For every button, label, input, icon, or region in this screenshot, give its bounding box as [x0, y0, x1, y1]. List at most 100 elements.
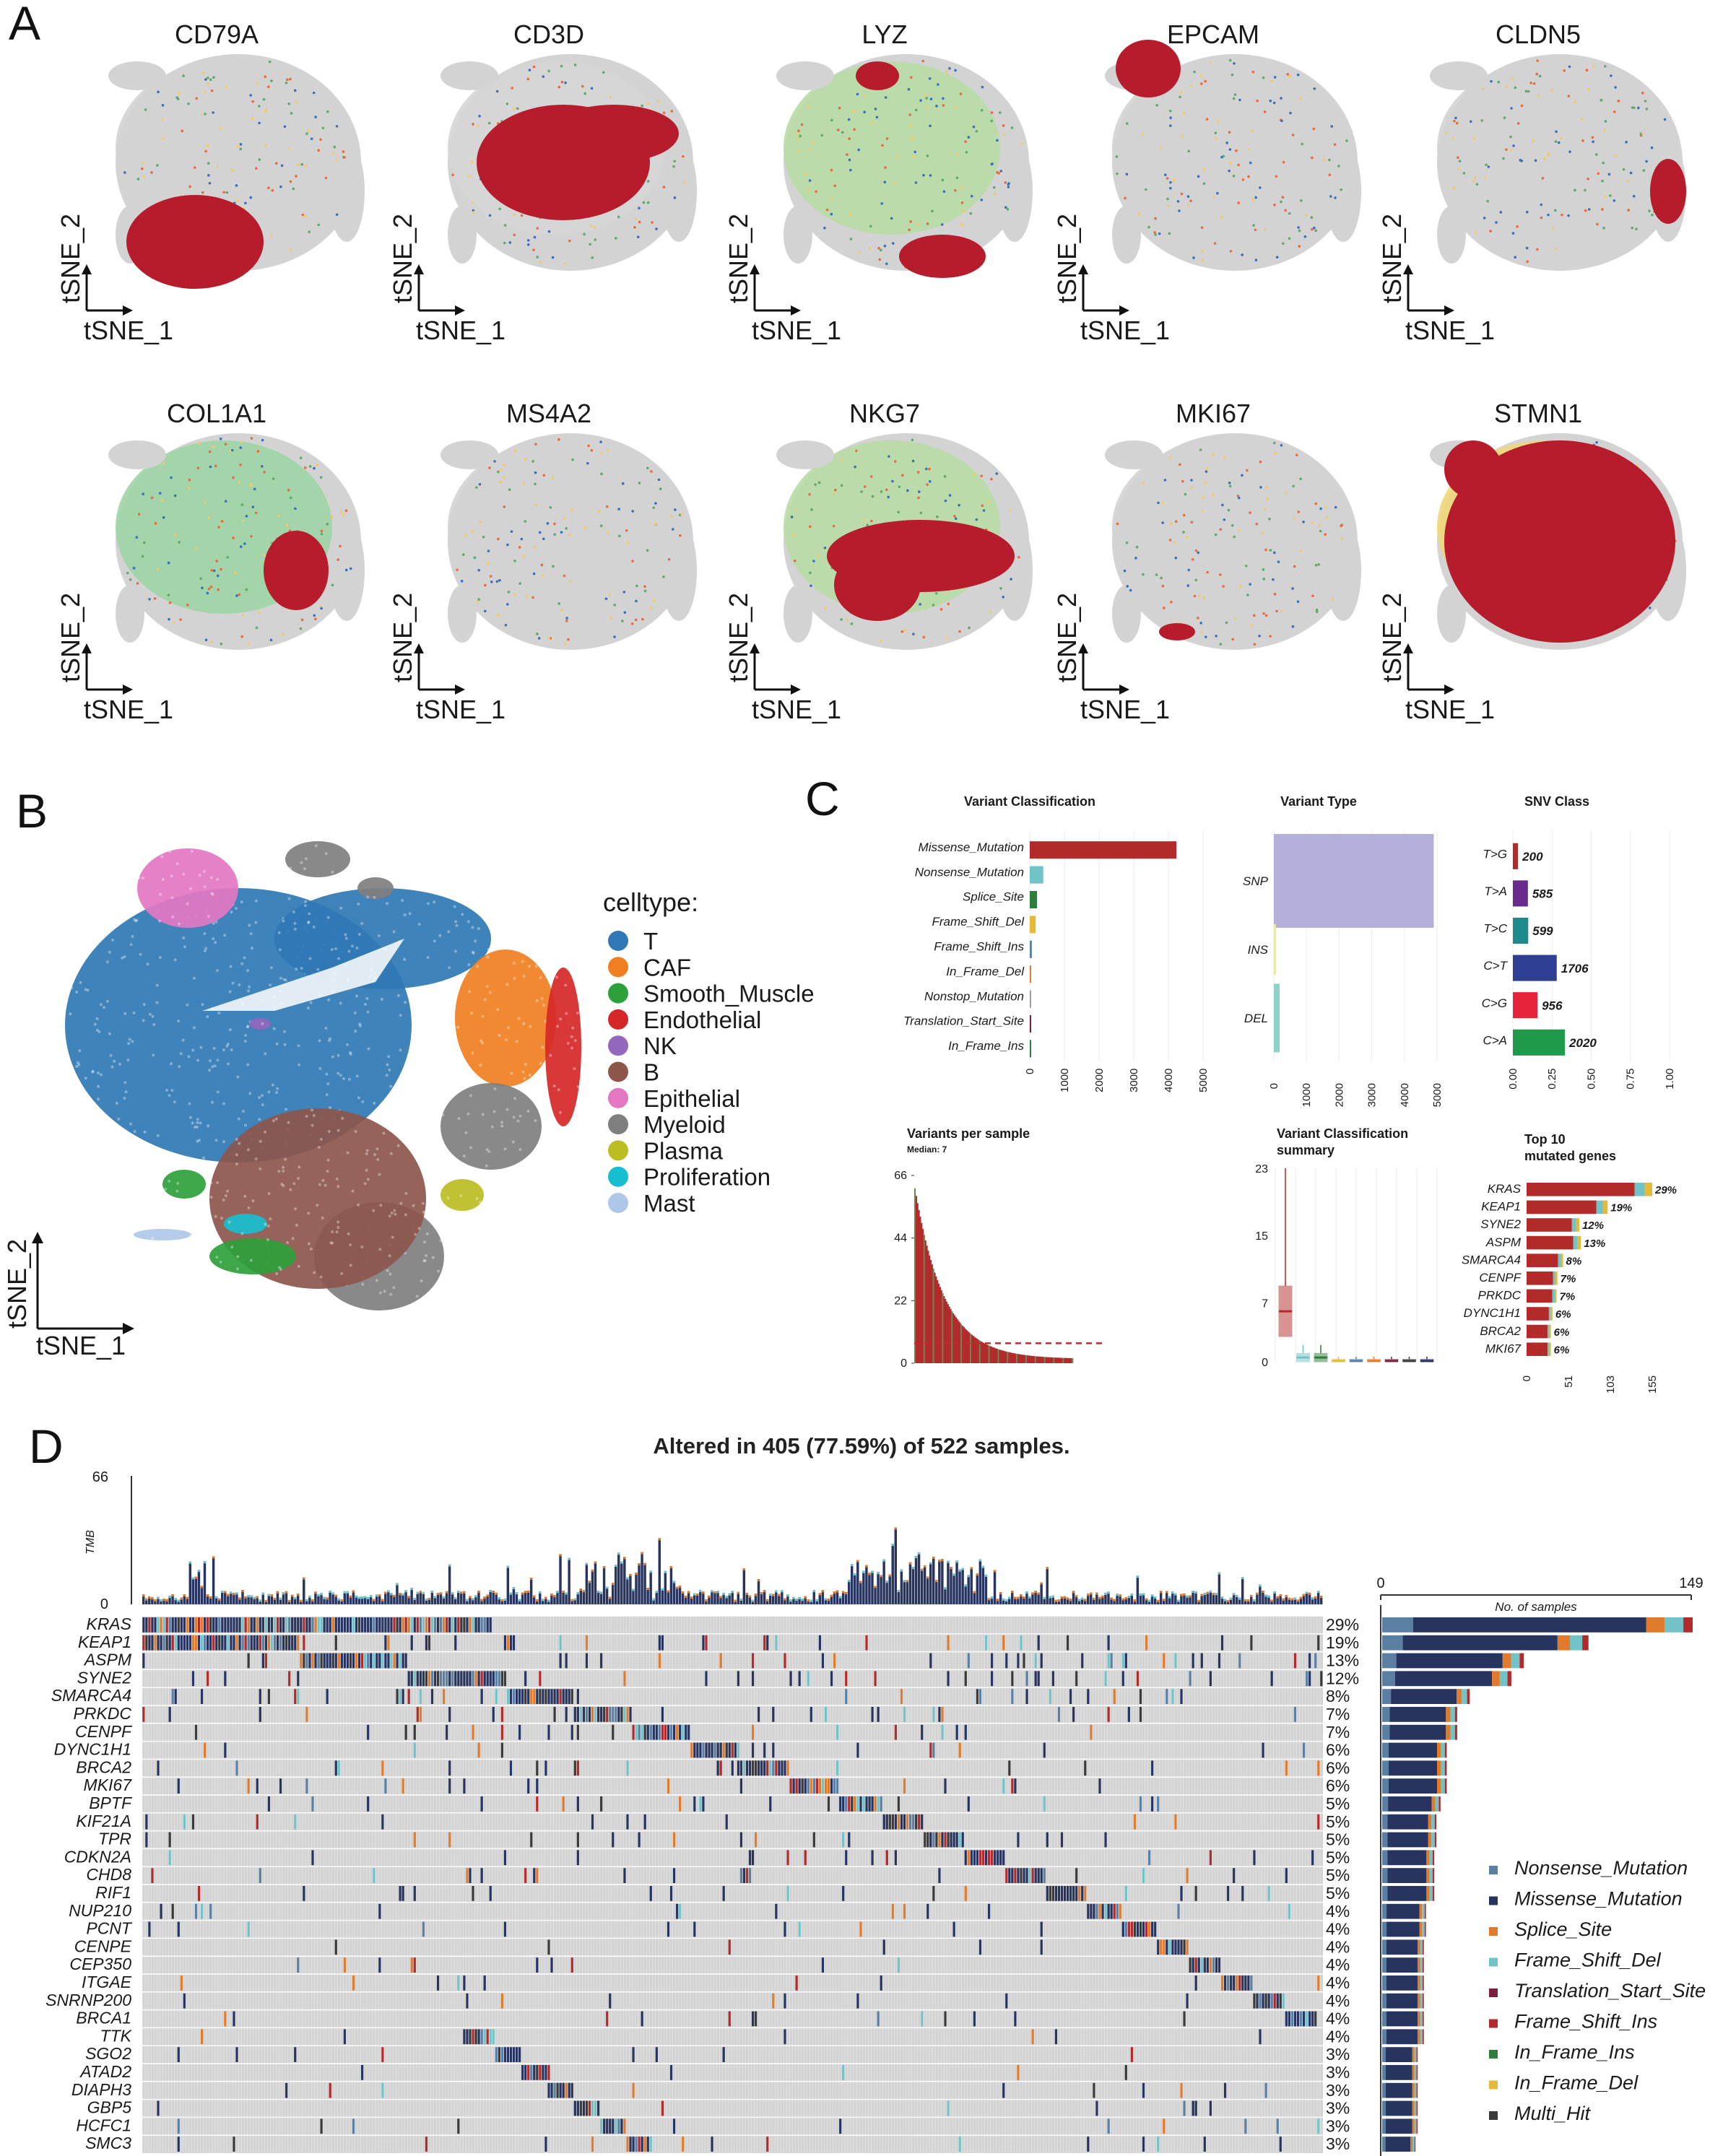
mutation-cell: [428, 1635, 431, 1651]
cell-point: [378, 1291, 382, 1295]
cell-point: [796, 137, 799, 141]
cell-point: [226, 1189, 230, 1193]
cell-point: [503, 505, 506, 508]
tmb-bar: [188, 1561, 192, 1604]
tmb-bar: [772, 1594, 775, 1604]
mutation-cell: [212, 1617, 215, 1633]
cell-point: [243, 1123, 247, 1127]
mutation-cell: [238, 1635, 241, 1651]
y-axis-label: tSNE_2: [1377, 214, 1407, 303]
cell-point: [800, 123, 804, 126]
cell-point: [1330, 598, 1334, 601]
sample-bar: [989, 1346, 991, 1363]
category-label: Nonsense_Mutation: [915, 865, 1024, 879]
cell-point: [357, 1096, 360, 1100]
gene-title: MKI67: [1176, 399, 1251, 428]
cell-point: [1237, 496, 1241, 500]
cell-point: [1225, 142, 1228, 144]
cell-point: [1509, 149, 1513, 152]
tmb-bar-top: [1147, 1599, 1151, 1602]
tmb-bar-top: [812, 1590, 815, 1593]
cell-point: [304, 164, 308, 168]
cell-point: [1312, 127, 1316, 131]
cell-point: [1286, 73, 1289, 76]
cell-point: [254, 899, 258, 903]
tick-label: 5000: [1197, 1069, 1210, 1092]
cell-point: [512, 1116, 516, 1119]
cell-point: [483, 998, 487, 1001]
tick-label: 0.25: [1546, 1069, 1558, 1090]
tmb-bar-top: [955, 1560, 958, 1563]
tmb-bar-top: [483, 1596, 486, 1599]
cell-point: [422, 1259, 426, 1262]
tmb-bar-top: [643, 1562, 646, 1565]
cell-point: [929, 174, 932, 177]
mutation-cell: [357, 1653, 361, 1669]
bar-other: [1547, 1324, 1550, 1339]
cell-point: [542, 1004, 545, 1007]
cell-point: [210, 89, 214, 92]
cell-point: [1264, 548, 1267, 552]
bar-other: [1577, 1235, 1581, 1250]
tmb-bar-top: [264, 1599, 267, 1602]
tmb-bar-top: [544, 1596, 547, 1599]
tmb-bar-top: [1235, 1595, 1238, 1598]
tmb-bar: [664, 1570, 667, 1604]
mutation-cell: [279, 1617, 282, 1633]
mutation-cell: [445, 1617, 448, 1633]
cell-point: [308, 465, 312, 468]
cell-point: [999, 111, 1002, 114]
bar: [1513, 880, 1528, 907]
cell-point: [1199, 448, 1202, 451]
tmb-bar: [363, 1596, 367, 1604]
cell-point: [312, 91, 316, 95]
tmb-bar-top: [833, 1591, 836, 1594]
tmb-bar-top: [536, 1599, 539, 1602]
cell-point: [599, 440, 602, 443]
cell-point: [176, 97, 180, 100]
gene-title: NKG7: [849, 399, 920, 428]
mutation-cell: [460, 1671, 463, 1687]
cell-point: [289, 77, 292, 81]
mutation-cell: [206, 1617, 209, 1633]
arrow-head: [414, 264, 424, 274]
cell-point: [1280, 200, 1283, 204]
cell-point: [306, 1007, 310, 1010]
cell-point: [1218, 573, 1222, 576]
cell-point: [466, 1112, 470, 1116]
tmb-bar-top: [952, 1573, 955, 1576]
cell-point: [324, 176, 328, 180]
tmb-bar-top: [1273, 1591, 1276, 1594]
cell-point: [295, 1223, 298, 1227]
mutation-cell: [448, 1671, 451, 1687]
gene-title: CD3D: [513, 19, 584, 49]
cell-point: [526, 1109, 530, 1113]
mutation-cell: [489, 1617, 492, 1633]
cell-point: [204, 947, 208, 950]
mutation-cell: [320, 1653, 323, 1669]
cell-point: [236, 144, 240, 147]
cell-point: [526, 77, 530, 81]
cell-point: [547, 69, 550, 73]
cell-point: [349, 1052, 352, 1056]
arrow-head: [750, 264, 760, 274]
cell-point: [203, 949, 207, 952]
cell-point: [609, 617, 613, 620]
tmb-bar: [1034, 1591, 1037, 1604]
mutation-cell: [1305, 1671, 1308, 1687]
cell-point: [1604, 120, 1607, 123]
mutation-cell: [439, 1617, 443, 1633]
tmb-bar-top: [667, 1590, 670, 1593]
sample-bar: [956, 1318, 958, 1363]
cell-point: [326, 1158, 330, 1162]
cell-point: [365, 996, 369, 1000]
tmb-bar: [241, 1590, 244, 1604]
cell-point: [325, 1072, 329, 1076]
tmb-bar-top: [935, 1580, 938, 1583]
mutation-cell: [1192, 1653, 1194, 1669]
mutation-cell: [865, 1635, 868, 1651]
tmb-bar: [699, 1590, 702, 1604]
tmb-bar: [526, 1590, 530, 1604]
tmb-bar: [419, 1591, 422, 1604]
cell-point: [911, 137, 914, 140]
